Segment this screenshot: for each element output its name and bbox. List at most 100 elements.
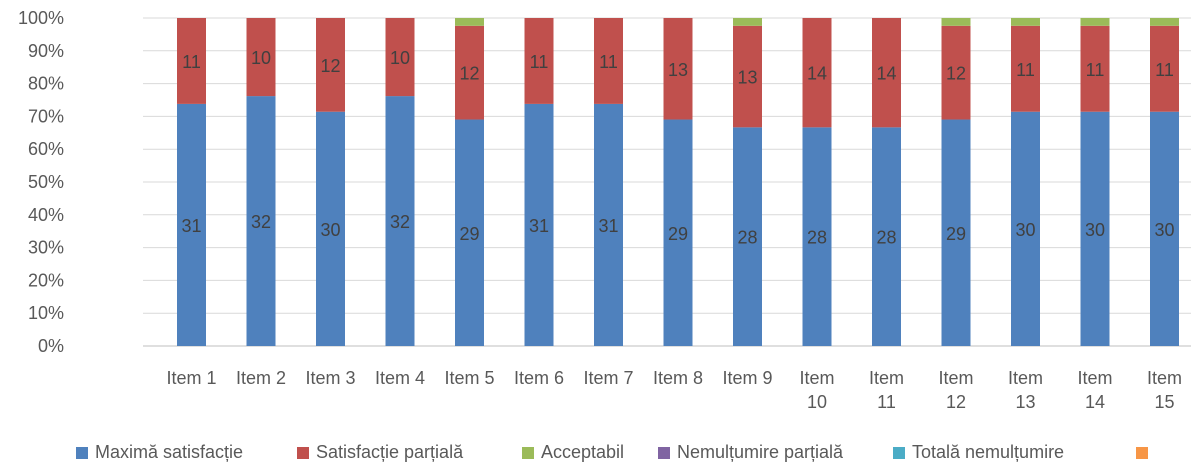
x-tick-label: Item 14 — [1077, 368, 1112, 412]
data-label: 14 — [876, 64, 896, 84]
x-tick-label: Item 10 — [799, 368, 834, 412]
bar-segment — [1150, 18, 1179, 26]
bar-segment — [246, 96, 276, 346]
bar-segment — [455, 25, 484, 120]
legend-swatch — [76, 447, 88, 459]
data-label: 31 — [529, 216, 549, 236]
legend-item: Nemulțumire parțială — [658, 442, 844, 462]
legend-item: Satisfacție parțială — [297, 442, 464, 462]
legend-label: Satisfacție parțială — [316, 442, 464, 462]
bar-segment — [385, 96, 415, 346]
x-tick-label: Item 7 — [583, 368, 633, 388]
x-tick-label: Item 15 — [1147, 368, 1182, 412]
bar-segment — [941, 18, 971, 26]
x-tick-label: Item 2 — [236, 368, 286, 388]
bar-segment — [316, 111, 345, 346]
bar-segment — [246, 18, 276, 97]
legend-label: Maximă satisfacție — [95, 442, 243, 462]
data-label: 31 — [598, 216, 618, 236]
x-tick-label: Item 12 — [938, 368, 973, 412]
x-tick-label: Item 4 — [375, 368, 425, 388]
y-tick-label: 80% — [28, 74, 64, 94]
bar-segment — [663, 18, 693, 120]
data-label: 30 — [1154, 220, 1174, 240]
data-label: 30 — [1015, 220, 1035, 240]
legend-swatch — [522, 447, 534, 459]
legend-swatch — [1136, 447, 1148, 459]
data-label: 11 — [599, 52, 618, 72]
data-label: 30 — [1085, 220, 1105, 240]
legend-label: Acceptabil — [541, 442, 624, 462]
bar-segment — [177, 103, 206, 347]
bar-segment — [802, 127, 832, 346]
data-label: 12 — [946, 64, 966, 84]
data-label: 28 — [737, 228, 757, 248]
y-tick-label: 30% — [28, 238, 64, 258]
bar-segment — [872, 18, 901, 128]
y-tick-label: 10% — [28, 303, 64, 323]
legend-item: Totală nemulțumire — [893, 442, 1064, 462]
data-label: 11 — [530, 52, 549, 72]
y-tick-label: 0% — [38, 336, 64, 356]
y-tick-label: 70% — [28, 106, 64, 126]
bar-segment — [594, 103, 623, 347]
bar-segment — [594, 18, 623, 104]
data-label: 11 — [1155, 60, 1174, 80]
data-label: 13 — [737, 68, 757, 88]
x-axis: Item 1 Item 2 Item 3 Item 4 Item 5 Item 6 Item… — [166, 368, 1182, 412]
data-label: 13 — [668, 60, 688, 80]
data-label: 30 — [320, 220, 340, 240]
data-label: 11 — [182, 52, 201, 72]
x-tick-label: Item 8 — [653, 368, 703, 388]
x-tick-label: Item 13 — [1008, 368, 1043, 412]
data-label: 11 — [1016, 60, 1035, 80]
legend: Maximă satisfacție Satisfacție parțială Ac… — [76, 442, 1148, 462]
legend-item: Acceptabil — [522, 442, 624, 462]
data-label: 10 — [390, 48, 410, 68]
data-label: 28 — [876, 228, 896, 248]
x-tick-label: Item 3 — [305, 368, 355, 388]
legend-label: Nemulțumire parțială — [677, 442, 844, 462]
bar-segment — [1080, 18, 1110, 26]
data-label: 10 — [251, 48, 271, 68]
data-labels: 31 11 32 10 30 12 32 10 29 12 31 11 31 11 29 13 28 13 28 14… — [181, 48, 1174, 248]
data-label: 29 — [946, 224, 966, 244]
bar-segment — [733, 25, 762, 128]
bar-segment — [1011, 18, 1040, 26]
bar-segment — [1150, 25, 1179, 112]
x-tick-label: Item 1 — [166, 368, 216, 388]
bar-segment — [1011, 25, 1040, 112]
data-label: 32 — [390, 212, 410, 232]
data-label: 31 — [181, 216, 201, 236]
legend-swatch — [297, 447, 309, 459]
bar-segment — [524, 103, 554, 347]
y-axis: 0% 10% 20% 30% 40% 50% 60% 70% 80% 90% 100% — [18, 8, 64, 356]
bar-segment — [316, 18, 345, 112]
bar-segment — [385, 18, 415, 97]
legend-swatch — [893, 447, 905, 459]
bar-segment — [1080, 25, 1110, 112]
data-label: 12 — [320, 56, 340, 76]
y-tick-label: 60% — [28, 139, 64, 159]
bar-segment — [455, 119, 484, 347]
bar-segment — [524, 18, 554, 104]
x-tick-label: Item 5 — [444, 368, 494, 388]
x-tick-label: Item 11 — [869, 368, 904, 412]
y-tick-label: 100% — [18, 8, 64, 28]
data-label: 29 — [459, 224, 479, 244]
data-label: 14 — [807, 64, 827, 84]
legend-item — [1136, 447, 1148, 459]
bar-segment — [1011, 111, 1040, 346]
data-label: 12 — [459, 64, 479, 84]
data-label: 28 — [807, 228, 827, 248]
bar-segment — [733, 18, 762, 26]
data-label: 11 — [1086, 60, 1105, 80]
bar-segment — [177, 18, 206, 104]
x-tick-label: Item 9 — [722, 368, 772, 388]
bar-segment — [733, 127, 762, 346]
legend-item: Maximă satisfacție — [76, 442, 243, 462]
bar-segment — [941, 25, 971, 120]
y-tick-label: 20% — [28, 270, 64, 290]
legend-swatch — [658, 447, 670, 459]
